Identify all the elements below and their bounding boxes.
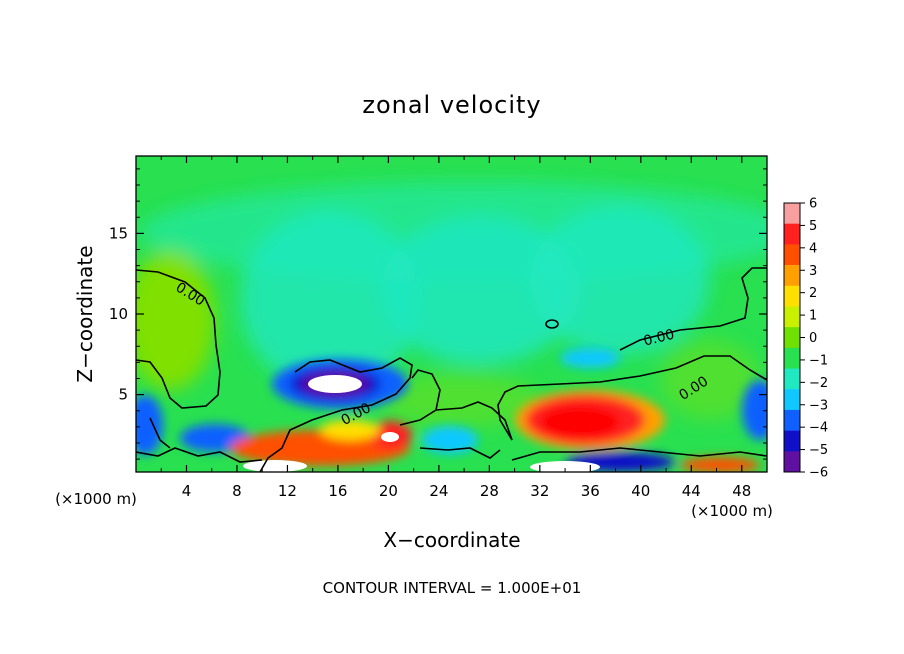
colorbar-swatch	[784, 409, 800, 431]
colorbar-tick-label: 3	[809, 264, 817, 279]
x-tick-label: 28	[480, 482, 499, 500]
x-tick-label: 24	[429, 482, 448, 500]
field-patch-blue-edge-right	[742, 380, 767, 440]
colorbar-swatch	[784, 327, 800, 349]
colorbar-tick-label: 5	[809, 219, 817, 234]
colorbar-tick-label: −3	[809, 398, 828, 413]
contour-lines	[136, 267, 767, 472]
colorbar-tick-label: 4	[809, 241, 817, 256]
x-tick-label: 8	[232, 482, 242, 500]
contour-label: 0.00	[642, 327, 676, 350]
colorbar-swatch	[784, 389, 800, 411]
x-tick-label: 32	[530, 482, 549, 500]
colorbar-tick-label: 1	[809, 309, 817, 324]
contour-line	[497, 355, 767, 441]
contour-line	[149, 417, 171, 449]
colorbar-swatch	[784, 223, 800, 245]
field-patch-blue-edge-left	[136, 395, 163, 455]
colorbar-swatch	[784, 244, 800, 266]
field-patch-yellow-mid	[320, 420, 380, 440]
colorbar-tick-label: 6	[809, 197, 817, 212]
field-band-red-bottom	[230, 430, 410, 466]
field-patch-white-upper	[308, 375, 362, 393]
y-tick-label: 15	[109, 224, 128, 242]
colorbar-swatch	[784, 451, 800, 473]
colorbar-swatch	[784, 265, 800, 287]
x-tick-label: 16	[328, 482, 347, 500]
field-patch-blue-lower-mid	[422, 426, 478, 454]
colorbar-tick-label: −1	[809, 353, 828, 368]
velocity-field	[136, 156, 767, 472]
colorbar: 6 5 4 3 2 1 0 −1 −2 −3 −4 −5 −6	[783, 197, 828, 481]
colorbar-swatch	[784, 347, 800, 369]
x-tick-label: 48	[732, 482, 751, 500]
y-axis: 5 10 15	[109, 168, 767, 460]
field-patch-red-right-core	[540, 406, 620, 438]
contour-line	[399, 369, 441, 426]
contour-interval-note: CONTOUR INTERVAL = 1.000E+01	[323, 579, 582, 597]
field-patch-white-small	[381, 432, 399, 442]
x-tick-label: 12	[278, 482, 297, 500]
field-patch-cyan-center	[380, 215, 580, 365]
colorbar-tick-label: −5	[809, 443, 828, 458]
x-axis: 4 8 12 16 20 24 28 32 36 40 44 48	[160, 156, 751, 500]
colorbar-tick-label: 2	[809, 286, 817, 301]
colorbar-swatch	[784, 368, 800, 390]
colorbar-swatch	[784, 285, 800, 307]
x-unit-label-left: (×1000 m)	[55, 490, 137, 508]
field-patch-cyan-right	[530, 205, 710, 355]
chart-title: zonal velocity	[362, 91, 541, 119]
colorbar-tick-label: −2	[809, 376, 828, 391]
colorbar-tick-label: −4	[809, 421, 828, 436]
x-tick-label: 44	[682, 482, 701, 500]
contour-line	[136, 269, 221, 409]
y-tick-label: 10	[109, 305, 128, 323]
colorbar-swatch	[784, 306, 800, 328]
colorbar-tick-label: 0	[809, 331, 817, 346]
contour-line	[435, 401, 513, 441]
x-tick-label: 36	[581, 482, 600, 500]
y-axis-title: Z−coordinate	[73, 245, 97, 382]
contour-line	[511, 447, 767, 461]
x-tick-label: 40	[631, 482, 650, 500]
field-patch-white-lower-right	[530, 461, 600, 472]
x-unit-label-right: (×1000 m)	[691, 502, 773, 520]
x-tick-label: 20	[379, 482, 398, 500]
field-patch-blue-upper	[560, 348, 620, 368]
contour-line	[419, 447, 501, 459]
contour-line	[259, 357, 413, 472]
colorbar-swatch	[784, 203, 800, 224]
field-patch-lime-left	[136, 250, 215, 390]
y-tick-label: 5	[118, 386, 128, 404]
contour-line	[136, 447, 263, 463]
colorbar-swatch	[784, 430, 800, 452]
x-axis-title: X−coordinate	[383, 528, 520, 552]
contour-line	[545, 319, 559, 329]
contour-line	[619, 267, 767, 351]
field-patch-cyan-left	[240, 210, 420, 390]
field-patch-red-bottom-right	[680, 457, 760, 472]
field-patch-white-lower-left	[243, 460, 307, 472]
colorbar-tick-label: −6	[809, 466, 828, 481]
x-tick-label: 4	[182, 482, 192, 500]
